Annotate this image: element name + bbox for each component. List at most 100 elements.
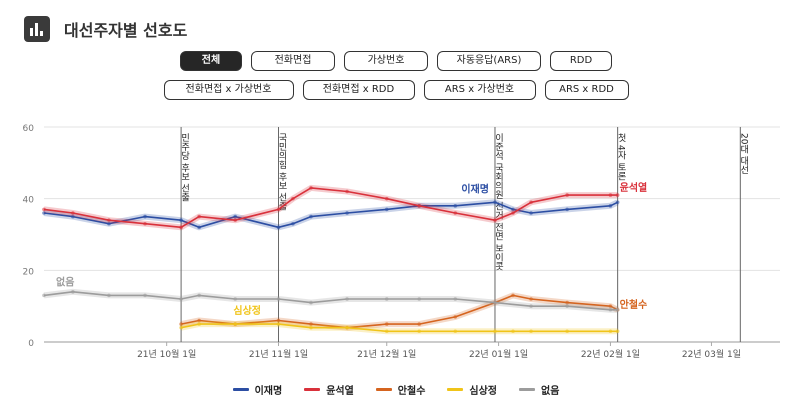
data-point <box>276 225 281 230</box>
data-point <box>384 196 389 201</box>
data-point <box>615 193 620 197</box>
legend-label: 없음 <box>541 386 560 397</box>
y-tick-label: 40 <box>23 196 35 206</box>
data-point <box>565 329 569 334</box>
filter-virtual-number-button[interactable]: 가상번호 <box>344 51 428 71</box>
data-point <box>529 329 533 334</box>
series-line <box>43 187 618 229</box>
data-point <box>565 300 569 305</box>
data-point <box>345 211 349 215</box>
data-point <box>276 297 281 301</box>
filter-rdd-button[interactable]: RDD <box>550 51 612 71</box>
data-point <box>453 211 458 215</box>
data-point <box>493 218 497 222</box>
filter-phone-rdd-button[interactable]: 전화면접 x RDD <box>302 80 415 100</box>
data-point <box>143 221 147 226</box>
data-point <box>565 207 569 212</box>
filter-all-button[interactable]: 전체 <box>180 51 242 71</box>
legend-label: 심상정 <box>469 386 498 397</box>
data-point <box>384 207 389 212</box>
preference-line-chart: 0 20 40 60 21년 10월 1일 21년 11월 1일 21년 12월 1일 22년… <box>23 124 780 360</box>
event-label: 이준석 국회의원 선거 전면 보이콧 <box>493 133 503 271</box>
data-point <box>417 322 422 326</box>
data-point <box>511 207 515 212</box>
page-title: 대선주자별 선호도 <box>64 21 188 40</box>
data-point <box>511 293 515 298</box>
legend-swatch <box>447 388 464 391</box>
data-point <box>233 322 238 326</box>
data-point <box>197 318 201 323</box>
legend-swatch <box>375 388 392 391</box>
data-point <box>233 218 238 222</box>
filter-ars-rdd-button[interactable]: ARS x RDD <box>544 80 629 100</box>
data-point <box>42 211 46 215</box>
data-point <box>276 207 281 212</box>
data-point <box>233 214 238 219</box>
data-point <box>309 325 313 330</box>
data-point <box>309 214 313 219</box>
x-tick-label: 22년 01월 1일 <box>469 348 528 360</box>
data-point <box>107 293 111 298</box>
series-line <box>43 291 618 311</box>
data-point <box>384 322 389 326</box>
data-point <box>417 297 422 301</box>
y-tick-label: 0 <box>28 339 34 349</box>
data-point <box>615 329 620 334</box>
data-point <box>384 297 389 301</box>
filter-row-secondary: 전화면접 x 가상번호 전화면접 x RDD ARS x 가상번호 ARS x … <box>0 80 792 100</box>
data-point <box>608 204 613 208</box>
chart-area: 0 20 40 60 21년 10월 1일 21년 11월 1일 21년 12월 1일 22년… <box>0 115 792 381</box>
data-point <box>511 211 515 215</box>
data-point <box>71 290 75 294</box>
data-point <box>345 189 349 194</box>
data-point <box>453 297 458 301</box>
x-tick-label: 21년 12월 1일 <box>357 348 416 360</box>
x-tick-label: 22년 03월 1일 <box>682 348 741 360</box>
legend-swatch <box>232 388 249 391</box>
data-point <box>453 315 458 319</box>
data-point <box>276 322 281 326</box>
filter-phone-interview-button[interactable]: 전화면접 <box>251 51 335 71</box>
data-point <box>453 329 458 334</box>
bar-chart-icon <box>24 16 50 42</box>
data-point <box>417 204 422 208</box>
legend-item: 심상정 <box>447 382 497 397</box>
x-tick-label: 22년 02월 1일 <box>581 348 640 360</box>
data-point <box>615 200 620 205</box>
data-point <box>233 297 238 301</box>
data-point <box>107 218 111 222</box>
data-point <box>493 329 497 334</box>
data-point <box>417 329 422 334</box>
event-label: 첫 4자 토론 <box>616 133 626 181</box>
data-point <box>291 196 295 201</box>
data-point <box>179 225 183 230</box>
series-band <box>43 184 618 231</box>
data-point <box>608 304 613 308</box>
data-point <box>608 193 613 197</box>
legend-label: 안철수 <box>397 386 426 397</box>
legend-item: 윤석열 <box>304 382 354 397</box>
data-point <box>529 297 533 301</box>
data-point <box>529 211 533 215</box>
data-point <box>197 214 201 219</box>
event-label: 국민의힘 후보 선출 <box>277 133 287 211</box>
legend-swatch <box>304 388 321 391</box>
event-label: 20대 대선 <box>738 133 748 174</box>
data-point <box>197 225 201 230</box>
data-point <box>565 193 569 197</box>
data-point <box>143 214 147 219</box>
data-point <box>197 322 201 326</box>
data-point <box>71 211 75 215</box>
filter-ars-button[interactable]: 자동응답(ARS) <box>437 51 541 71</box>
chart-header: 대선주자별 선호도 <box>24 14 187 44</box>
data-point <box>529 304 533 308</box>
legend-item: 없음 <box>519 382 559 397</box>
data-point <box>179 297 183 301</box>
filter-phone-virtual-button[interactable]: 전화면접 x 가상번호 <box>163 80 294 100</box>
y-tick-label: 60 <box>23 124 35 134</box>
data-point <box>493 300 497 305</box>
data-point <box>309 300 313 305</box>
filter-ars-virtual-button[interactable]: ARS x 가상번호 <box>423 80 536 100</box>
series-line <box>43 201 618 229</box>
x-tick-label: 21년 11월 1일 <box>249 348 308 360</box>
